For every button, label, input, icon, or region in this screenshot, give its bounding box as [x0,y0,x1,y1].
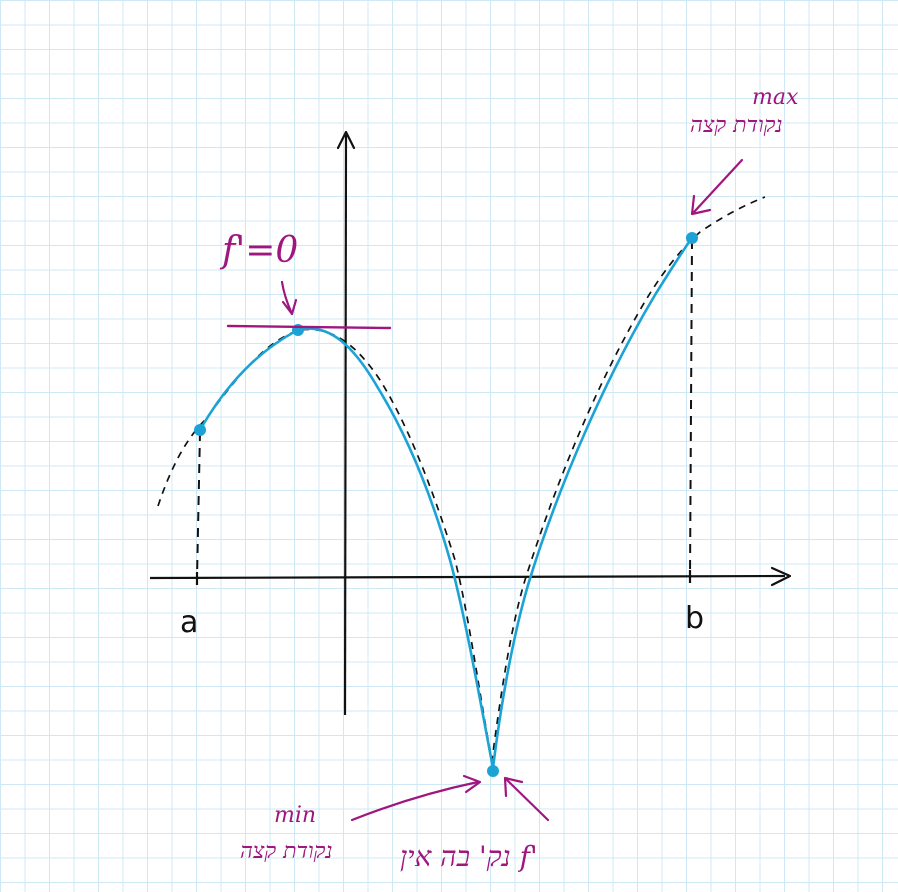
derivative-zero-label: f'=0 [219,230,298,271]
horizontal-tangent-line [226,324,392,330]
max-arrowhead [690,194,712,216]
point-left-endpoint [194,424,206,436]
x-axis-arrowhead [770,566,792,587]
derivative-zero-arrowhead [281,298,298,316]
min-arrow [350,780,480,822]
min-label: min [274,803,316,828]
axes [149,130,792,716]
min-arrowhead [462,774,482,794]
derivative-zero-arrow [280,280,294,316]
point-cusp-min [487,765,499,777]
dashed-guide-a [196,431,201,579]
max-arrow [692,158,744,214]
nondiff-label: נק' בה אין f' [400,840,538,873]
nondiff-arrowhead [503,776,524,798]
dashed-function-curve [157,196,766,761]
x-axis [149,574,786,580]
min-endpoint-label: נקודת קצה [240,839,333,864]
nondiff-arrow [505,778,550,822]
dashed-guide-b [689,239,693,577]
max-label: max [752,85,799,110]
x-label-a: a [180,605,198,640]
max-endpoint-label: נקודת קצה [690,113,783,138]
function-curve [198,236,694,769]
point-right-endpoint [686,232,698,244]
y-axis [343,134,348,716]
x-label-b: b [685,601,704,636]
y-axis-arrowhead [336,130,356,150]
